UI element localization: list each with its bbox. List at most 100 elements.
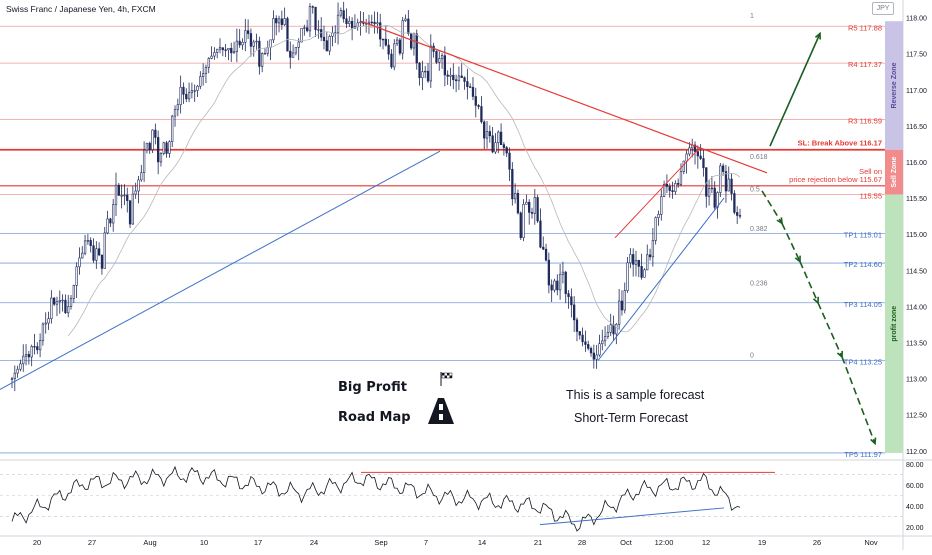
candle-body (564, 271, 567, 294)
candle-body (508, 152, 511, 170)
candle-body (452, 74, 455, 81)
level-label-r3: R3 116.59 (848, 116, 882, 125)
candle-body (272, 18, 275, 41)
candle-body (75, 266, 78, 286)
channel-upper-line (614, 147, 701, 239)
candle-body (140, 172, 143, 181)
candle-body (634, 260, 638, 265)
flag-icon (447, 373, 450, 376)
fib-label-4: 0.236 (750, 280, 768, 287)
forecast-arrow-0 (769, 33, 821, 147)
candle-body (707, 188, 711, 197)
road-icon (428, 398, 454, 424)
candle-body (218, 47, 222, 50)
candle-body (379, 22, 382, 40)
candle-body (44, 322, 47, 325)
fib-label-3: 0.382 (750, 226, 768, 233)
candle-body (550, 284, 553, 291)
candle-body (22, 355, 25, 365)
fib-label-5: 0 (750, 353, 754, 360)
candle-body (103, 232, 106, 269)
candle-body (322, 36, 326, 41)
level-label-tp4: TP4 113.25 (844, 358, 882, 367)
candle-body (359, 21, 362, 24)
candle-body (173, 109, 177, 117)
level-label-tp2: TP2 114.60 (844, 260, 882, 269)
flag-icon (442, 373, 445, 376)
flag-icon (444, 373, 447, 376)
candle-body (311, 6, 314, 8)
candle-body (561, 271, 565, 275)
candle-body (345, 18, 348, 25)
candle-body (123, 194, 126, 197)
level-label-sell-line1: Sell on (859, 167, 882, 176)
candle-body (730, 178, 733, 194)
candle-body (314, 6, 317, 30)
candle-body (469, 86, 472, 88)
candle-body (494, 142, 497, 153)
candle-body (162, 142, 165, 154)
candle-body (435, 51, 438, 63)
candle-body (421, 71, 424, 79)
candle-body (308, 6, 312, 32)
candle-body (33, 346, 36, 348)
flag-icon (449, 373, 452, 376)
candle-body (648, 254, 652, 258)
candle-body (603, 336, 607, 342)
rsi-tick-3: 20.00 (906, 525, 924, 532)
candle-body (303, 27, 306, 29)
candle-body (47, 318, 50, 324)
candle-body (626, 262, 629, 291)
candle-body (632, 254, 635, 265)
y-tick-8: 114.00 (906, 304, 927, 311)
currency-badge[interactable]: JPY (872, 2, 894, 15)
candle-body (674, 183, 677, 192)
candle-body (13, 372, 16, 379)
candle-body (575, 319, 579, 332)
candle-body (148, 142, 151, 150)
candle-body (696, 151, 699, 157)
candle-body (64, 299, 67, 314)
candle-body (280, 18, 283, 25)
candle-body (81, 252, 84, 259)
candle-body (157, 137, 160, 163)
candle-body (488, 131, 491, 137)
candle-body (530, 212, 534, 214)
x-tick-10: 28 (578, 538, 586, 547)
candle-body (424, 70, 427, 73)
candle-body (601, 340, 604, 345)
candle-body (336, 14, 340, 34)
candle-body (578, 331, 581, 336)
candle-body (595, 354, 598, 360)
y-tick-0: 118.00 (906, 16, 927, 23)
candle-body (429, 45, 432, 82)
candle-body (612, 324, 615, 335)
candle-body (289, 50, 292, 58)
y-tick-6: 115.00 (906, 232, 927, 239)
symbol-title: Swiss Franc / Japanese Yen, 4h, FXCM (6, 4, 156, 14)
candle-body (426, 70, 430, 82)
y-tick-4: 116.00 (906, 160, 927, 167)
candle-body (466, 81, 469, 87)
x-tick-12: 12:00 (655, 538, 674, 547)
y-tick-5: 115.50 (906, 196, 927, 203)
candle-body (404, 18, 407, 21)
candle-body (201, 73, 205, 77)
candle-body (246, 30, 250, 34)
level-label-sl: SL: Break Above 116.17 (798, 139, 882, 148)
candle-body (646, 254, 649, 271)
candle-body (67, 306, 70, 314)
candle-body (238, 40, 241, 46)
candle-body (232, 51, 236, 54)
candle-body (387, 44, 390, 55)
candle-body (443, 55, 447, 76)
candle-body (269, 39, 272, 48)
rsi-tick-1: 60.00 (906, 483, 924, 490)
candle-body (539, 220, 542, 248)
rsi-tick-2: 40.00 (906, 504, 924, 511)
candle-body (665, 183, 669, 187)
candle-body (230, 47, 233, 54)
candle-body (702, 158, 705, 169)
